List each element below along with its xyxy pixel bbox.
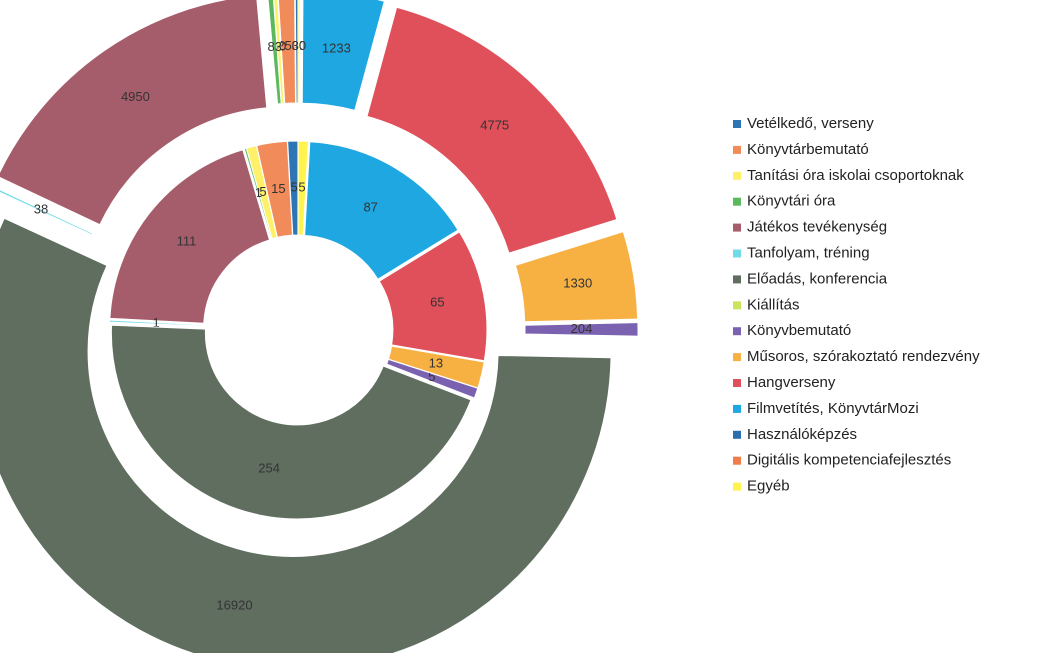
slice-label: 204 bbox=[571, 321, 593, 336]
slice-label: 13 bbox=[429, 355, 443, 370]
legend-label: Vetélkedő, verseny bbox=[747, 115, 874, 132]
slice-label: 38 bbox=[34, 202, 48, 217]
slice bbox=[109, 149, 271, 324]
legend-swatch bbox=[733, 145, 741, 154]
slice-label: 254 bbox=[258, 460, 280, 475]
slice-label: 5 bbox=[259, 184, 266, 199]
legend-label: Könyvtári óra bbox=[747, 193, 836, 210]
legend-label: Kiállítás bbox=[747, 296, 800, 313]
legend-swatch bbox=[733, 301, 741, 310]
legend-label: Könyvbemutató bbox=[747, 322, 851, 339]
slice bbox=[277, 0, 297, 104]
slice-label: 65 bbox=[430, 294, 444, 309]
slice-label: 4775 bbox=[480, 117, 509, 132]
slice bbox=[0, 189, 94, 236]
slice bbox=[304, 141, 459, 280]
legend-swatch bbox=[733, 171, 741, 180]
slice bbox=[514, 231, 639, 323]
legend-swatch bbox=[733, 120, 741, 128]
slice bbox=[108, 319, 204, 327]
slice bbox=[267, 0, 282, 105]
legend-label: Játékos tevékenység bbox=[747, 219, 887, 236]
slice-label: 30 bbox=[292, 38, 306, 53]
legend-label: Tanítási óra iskolai csoportoknak bbox=[747, 167, 964, 184]
legend-swatch bbox=[733, 430, 741, 439]
legend-swatch bbox=[733, 482, 741, 491]
slice bbox=[387, 345, 485, 389]
slice bbox=[301, 0, 385, 111]
slice-label: 5 bbox=[298, 179, 305, 194]
legend-swatch bbox=[733, 379, 741, 387]
legend-swatch bbox=[733, 275, 741, 284]
legend-label: Filmvetítés, KönyvtárMozi bbox=[747, 400, 919, 417]
slice-label: 87 bbox=[363, 199, 377, 214]
legend-swatch bbox=[733, 353, 741, 362]
legend-label: Használóképzés bbox=[747, 426, 857, 443]
slice-label: 5 bbox=[290, 179, 297, 194]
slice bbox=[243, 147, 273, 240]
slice bbox=[110, 324, 472, 520]
legend-swatch bbox=[733, 404, 741, 413]
slice bbox=[297, 0, 301, 104]
slice-label: 1 bbox=[255, 185, 262, 200]
slice-label: 1233 bbox=[322, 41, 351, 56]
legend-swatch bbox=[733, 197, 741, 206]
slice bbox=[366, 6, 618, 254]
legend-swatch bbox=[733, 456, 741, 465]
legend-swatch bbox=[733, 249, 741, 258]
slice bbox=[0, 0, 268, 226]
slice bbox=[378, 231, 488, 362]
legend-swatch bbox=[733, 327, 741, 336]
slice bbox=[0, 217, 612, 653]
slice-label: 83 bbox=[267, 39, 281, 54]
slice-label: 1330 bbox=[563, 275, 592, 290]
legend-label: Könyvtárbemutató bbox=[747, 141, 869, 158]
slice-label: 250 bbox=[277, 38, 299, 53]
legend-swatch bbox=[733, 223, 741, 232]
slice-label: 15 bbox=[271, 181, 285, 196]
legend-label: Hangverseny bbox=[747, 374, 836, 391]
slice-label: 1 bbox=[153, 315, 160, 330]
slice-label: 111 bbox=[177, 234, 197, 249]
slice bbox=[297, 140, 309, 236]
slice-label: 16920 bbox=[216, 598, 252, 613]
slice-label: 5 bbox=[428, 369, 435, 384]
legend-label: Egyéb bbox=[747, 478, 790, 495]
legend-label: Műsoros, szórakoztató rendezvény bbox=[747, 348, 980, 365]
legend-label: Előadás, konferencia bbox=[747, 270, 888, 287]
slice bbox=[524, 322, 639, 337]
legend-label: Tanfolyam, tréning bbox=[747, 244, 870, 261]
slice-label: 4950 bbox=[121, 89, 150, 104]
legend-label: Digitális kompetenciafejlesztés bbox=[747, 452, 951, 469]
